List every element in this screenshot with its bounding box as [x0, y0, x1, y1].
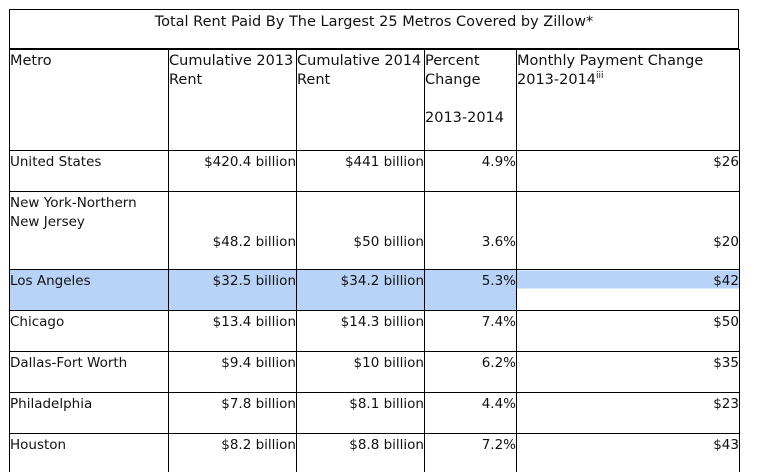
- cell-monthly-change: $26: [517, 151, 740, 192]
- cell-rent-2013: $48.2 billion: [169, 192, 297, 270]
- cell-rent-2014: $441 billion: [297, 151, 425, 192]
- table-row-highlighted: Los Angeles $32.5 billion $34.2 billion …: [10, 270, 740, 311]
- cell-metro: United States: [10, 151, 169, 192]
- rent-table-container: Total Rent Paid By The Largest 25 Metros…: [9, 9, 739, 472]
- table-row: New York-Northern New Jersey $48.2 billi…: [10, 192, 740, 270]
- cell-rent-2013: $9.4 billion: [169, 352, 297, 393]
- cell-metro: New York-Northern New Jersey: [10, 192, 169, 270]
- cell-monthly-change: $35: [517, 352, 740, 393]
- cell-monthly-change: $20: [517, 192, 740, 270]
- cell-rent-2014: $10 billion: [297, 352, 425, 393]
- cell-percent-change: 5.3%: [425, 270, 517, 311]
- cell-monthly-change: $23: [517, 393, 740, 434]
- rent-table: Metro Cumulative 2013 Rent Cumulative 20…: [9, 49, 740, 472]
- cell-rent-2013: $7.8 billion: [169, 393, 297, 434]
- header-percent-change-label: Percent Change: [425, 53, 481, 88]
- cell-metro: Houston: [10, 434, 169, 472]
- cell-percent-change: 7.4%: [425, 311, 517, 352]
- cell-rent-2013: $8.2 billion: [169, 434, 297, 472]
- table-row: Dallas-Fort Worth $9.4 billion $10 billi…: [10, 352, 740, 393]
- cell-monthly-change: $43: [517, 434, 740, 472]
- cell-percent-change: 3.6%: [425, 192, 517, 270]
- header-rent-2013: Cumulative 2013 Rent: [169, 50, 297, 151]
- header-percent-change-years: 2013-2014: [425, 110, 504, 126]
- cell-rent-2014: $8.1 billion: [297, 393, 425, 434]
- cell-rent-2013: $32.5 billion: [169, 270, 297, 311]
- table-title: Total Rent Paid By The Largest 25 Metros…: [9, 9, 739, 49]
- cell-metro: Chicago: [10, 311, 169, 352]
- cell-metro: Dallas-Fort Worth: [10, 352, 169, 393]
- header-rent-2014: Cumulative 2014 Rent: [297, 50, 425, 151]
- header-row: Metro Cumulative 2013 Rent Cumulative 20…: [10, 50, 740, 151]
- cell-metro: Philadelphia: [10, 393, 169, 434]
- cell-rent-2013: $13.4 billion: [169, 311, 297, 352]
- cell-percent-change: 6.2%: [425, 352, 517, 393]
- header-monthly-change-label: Monthly Payment Change 2013-2014: [517, 53, 703, 88]
- header-monthly-change: Monthly Payment Change 2013-2014iii: [517, 50, 740, 151]
- cell-rent-2014: $50 billion: [297, 192, 425, 270]
- table-row: Philadelphia $7.8 billion $8.1 billion 4…: [10, 393, 740, 434]
- cell-rent-2014: $8.8 billion: [297, 434, 425, 472]
- footnote-marker: iii: [596, 71, 604, 81]
- cell-rent-2013: $420.4 billion: [169, 151, 297, 192]
- table-row: Chicago $13.4 billion $14.3 billion 7.4%…: [10, 311, 740, 352]
- cell-metro: Los Angeles: [10, 270, 169, 311]
- header-metro: Metro: [10, 50, 169, 151]
- cell-rent-2014: $34.2 billion: [297, 270, 425, 311]
- cell-percent-change: 7.2%: [425, 434, 517, 472]
- header-percent-change: Percent Change 2013-2014: [425, 50, 517, 151]
- table-row: United States $420.4 billion $441 billio…: [10, 151, 740, 192]
- table-row: Houston $8.2 billion $8.8 billion 7.2% $…: [10, 434, 740, 472]
- cell-rent-2014: $14.3 billion: [297, 311, 425, 352]
- cell-percent-change: 4.4%: [425, 393, 517, 434]
- cell-monthly-change: $42: [517, 270, 740, 311]
- cell-monthly-change: $50: [517, 311, 740, 352]
- cell-percent-change: 4.9%: [425, 151, 517, 192]
